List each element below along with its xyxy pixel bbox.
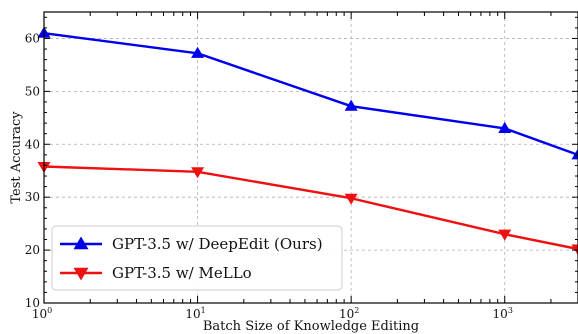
y-tick-label: 50 [25, 84, 40, 98]
data-point-marker [191, 46, 205, 58]
y-tick-label: 10 [25, 296, 40, 310]
tick-labels: 10 20 30 40 50 60 100 101 102 103 [25, 31, 513, 321]
data-point-marker [344, 193, 358, 205]
legend: GPT-3.5 w/ DeepEdit (Ours) GPT-3.5 w/ MeL… [51, 225, 343, 291]
series-1 [37, 26, 578, 160]
legend-label: GPT-3.5 w/ MeLLo [112, 264, 252, 282]
y-axis-label: Test Accuracy [9, 111, 24, 204]
data-point-marker [498, 229, 512, 241]
x-tick-label: 100 [32, 306, 52, 321]
series-line [43, 31, 578, 156]
y-tick-label: 40 [25, 137, 40, 151]
x-axis-label: Batch Size of Knowledge Editing [203, 319, 419, 334]
legend-item: GPT-3.5 w/ MeLLo [60, 264, 252, 282]
x-tick-label: 103 [493, 306, 513, 321]
x-tick-label: 102 [339, 306, 359, 321]
data-point-marker [344, 99, 358, 111]
data-point-marker [498, 121, 512, 133]
legend-marker [73, 267, 89, 281]
legend-box [51, 225, 343, 291]
data-point-marker [191, 167, 205, 179]
series-layer [37, 26, 578, 256]
plot-frame [43, 11, 578, 304]
y-tick-label: 60 [25, 31, 40, 45]
x-tick-label: 101 [185, 306, 205, 321]
y-tick-label: 30 [25, 190, 40, 204]
legend-label: GPT-3.5 w/ DeepEdit (Ours) [112, 235, 323, 253]
y-tick-label: 20 [25, 243, 40, 257]
data-point-marker [571, 148, 578, 160]
legend-item: GPT-3.5 w/ DeepEdit (Ours) [60, 235, 323, 253]
legend-marker [73, 236, 89, 250]
